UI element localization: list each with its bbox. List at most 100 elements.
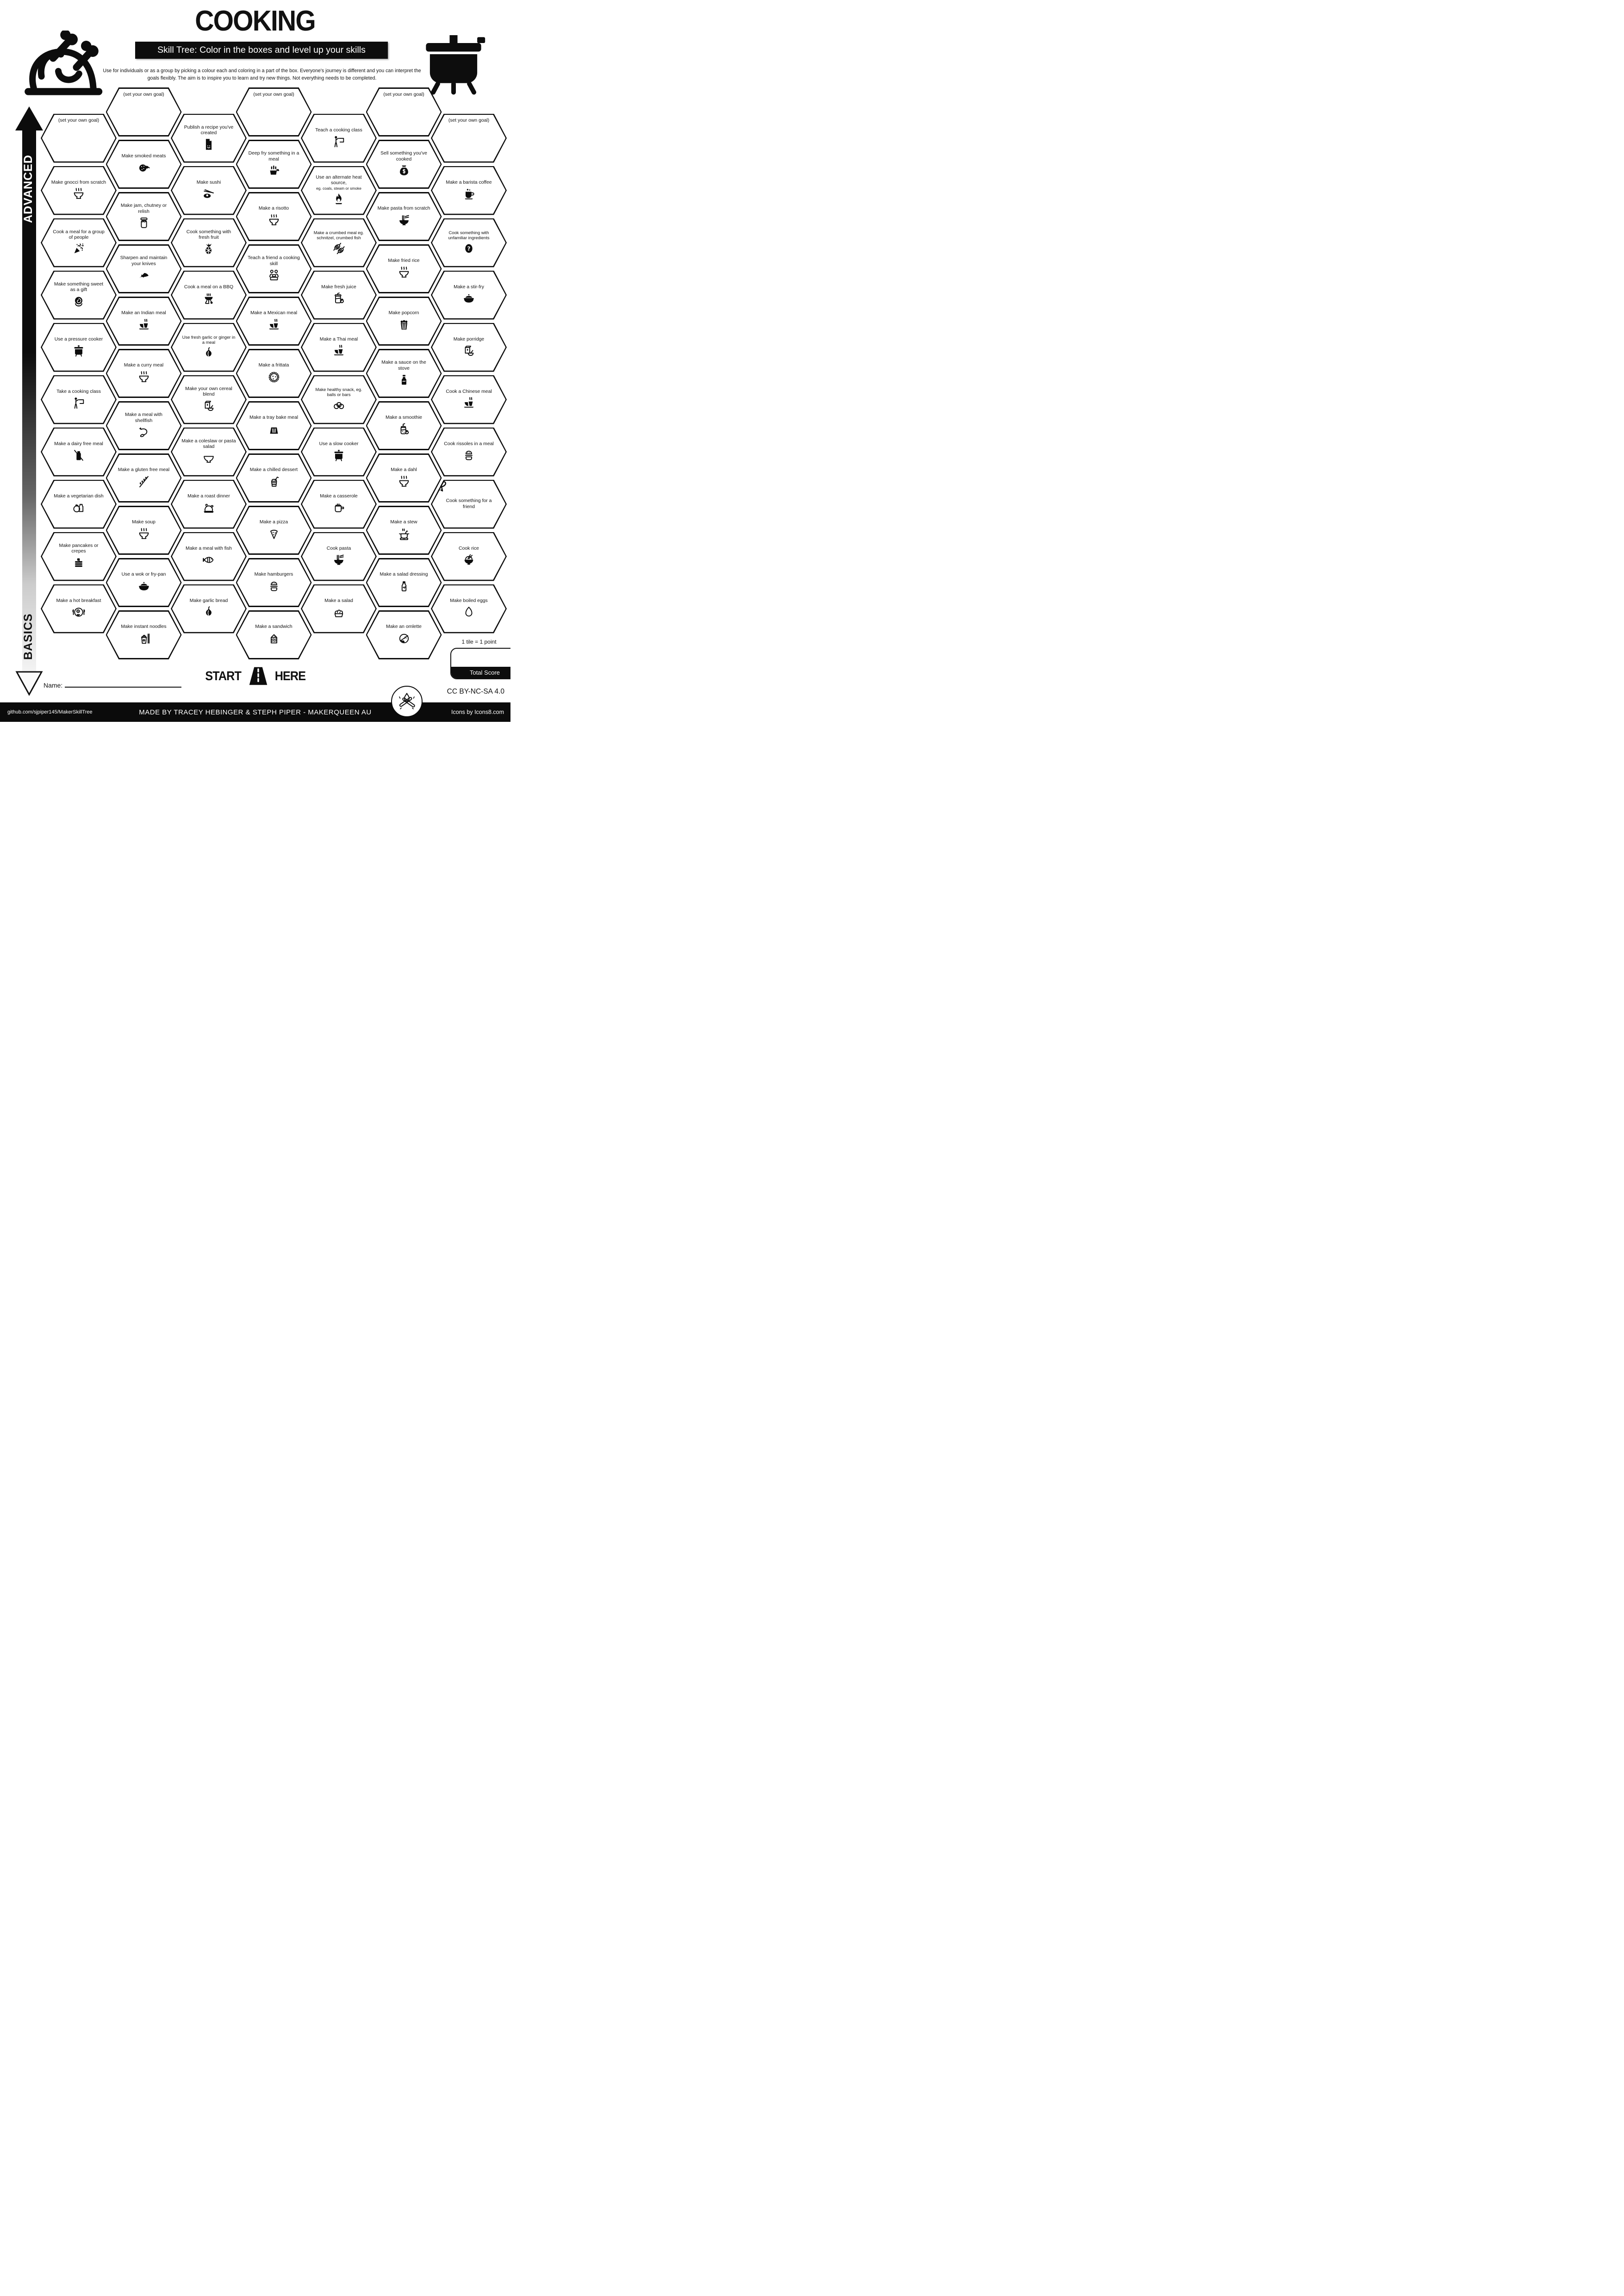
skill-tile[interactable]: Make an omlette [366, 610, 442, 659]
skill-tile[interactable]: Publish a recipe you've created [171, 113, 247, 163]
skill-tile[interactable]: Make a pizza [236, 506, 312, 555]
skill-tile-face: Sell something you've cooked [367, 141, 441, 188]
skill-tile-face: Make a curry meal [107, 350, 180, 397]
skill-tile-goal[interactable]: (set your own goal) [366, 87, 442, 137]
skill-tile-goal[interactable]: (set your own goal) [236, 87, 312, 137]
skill-tile[interactable]: Make something sweet as a gift [41, 270, 117, 320]
name-input-line[interactable] [65, 681, 182, 688]
skill-tile[interactable]: Make a frittata [236, 349, 312, 398]
skill-tile[interactable]: Make porridge [431, 323, 507, 372]
skill-tile-label: Cook something with fresh fruit [186, 229, 231, 240]
skill-tile[interactable]: Make a roast dinner [171, 479, 247, 529]
skill-tile-goal[interactable]: (set your own goal) [41, 113, 117, 163]
skill-tile-goal[interactable]: (set your own goal) [431, 113, 507, 163]
skill-tile[interactable]: Make jam, chutney or relish [106, 192, 182, 241]
skill-tile-face: Make porridge [432, 324, 506, 371]
skill-tile[interactable]: Make a Mexican meal [236, 297, 312, 346]
skill-tile[interactable]: Make a stew [366, 506, 442, 555]
skill-tile-label: Cook rice [459, 546, 479, 551]
skill-tile[interactable]: Use a slow cooker [301, 427, 377, 477]
skill-tile-face: Make a barista coffee [432, 167, 506, 214]
skill-tile[interactable]: Make a meal with fish [171, 532, 247, 581]
skill-tile[interactable]: Make a curry meal [106, 349, 182, 398]
skill-tile[interactable]: Make a coleslaw or pasta salad [171, 427, 247, 477]
salad-bowl-icon [334, 609, 343, 617]
skill-tile[interactable]: Make healthy snack, eg. balls or bars [301, 375, 377, 424]
skill-tile[interactable]: Make garlic bread [171, 584, 247, 633]
skill-tile-label: Make a casserole [320, 493, 358, 499]
skill-tile[interactable]: Use an alternate heat source, eg. coals, … [301, 166, 377, 215]
skill-tile[interactable]: Make a sandwich [236, 610, 312, 659]
skill-tile-face: Cook a meal for a group of people [42, 219, 116, 266]
skill-tile[interactable]: Make a stir-fry [431, 270, 507, 320]
skill-tile[interactable]: Use a wok or fry-pan [106, 558, 182, 607]
skill-tile-label: Make a gluten free meal [118, 467, 170, 473]
skill-tile[interactable]: Make an Indian meal [106, 297, 182, 346]
skill-tile[interactable]: Cook rice [431, 532, 507, 581]
skill-tile-label: (set your own goal) [253, 92, 294, 97]
skill-tile[interactable]: Take a cooking class [41, 375, 117, 424]
skill-tile[interactable]: Make fresh juice [301, 270, 377, 320]
dessert-cup-icon [271, 476, 279, 487]
skill-tile[interactable]: Make a vegetarian dish [41, 479, 117, 529]
skill-tile[interactable]: Make a casserole [301, 479, 377, 529]
skill-tile-face: Make something sweet as a gift [42, 272, 116, 318]
skill-tile[interactable]: Sharpen and maintain your knives [106, 244, 182, 293]
skill-tile[interactable]: Make pancakes or crepes [41, 532, 117, 581]
skill-tile-label: Make a smoothie [385, 415, 423, 421]
skill-tile[interactable]: Cook rissoles in a meal [431, 427, 507, 477]
skill-tile[interactable]: Make a smoothie [366, 401, 442, 450]
skill-tile[interactable]: Cook a meal on a BBQ [171, 270, 247, 320]
skill-tile[interactable]: Make a dahl [366, 453, 442, 503]
skill-tile[interactable]: Make a sauce on the stove [366, 349, 442, 398]
skill-tile-face: Make fried rice [367, 245, 441, 292]
skill-tile[interactable]: Sell something you've cooked [366, 140, 442, 189]
skill-tile[interactable]: Make a risotto [236, 192, 312, 241]
skill-tile-goal[interactable]: (set your own goal) [106, 87, 182, 137]
total-score-box[interactable]: Total Score [450, 648, 510, 679]
skill-tile[interactable]: Make soup [106, 506, 182, 555]
popcorn-icon [400, 320, 407, 329]
skill-tile[interactable]: Make fried rice [366, 244, 442, 293]
skill-tile[interactable]: Make a gluten free meal [106, 453, 182, 503]
skill-tile[interactable]: Make your own cereal blend [171, 375, 247, 424]
skill-tile[interactable]: Use a pressure cooker [41, 323, 117, 372]
document-icon [205, 139, 212, 150]
jar-icon [140, 217, 147, 228]
skill-tile[interactable]: Deep fry something in a meal [236, 140, 312, 189]
skill-tile[interactable]: Make a hot breakfast [41, 584, 117, 633]
skill-tile[interactable]: Make a dairy free meal [41, 427, 117, 477]
skill-tile[interactable]: Cook pasta [301, 532, 377, 581]
total-score-label: Total Score [451, 667, 510, 678]
skill-tile[interactable]: Make a crumbed meal eg. schnitzel, crumb… [301, 218, 377, 267]
skill-tile[interactable]: Make a barista coffee [431, 166, 507, 215]
skill-tile[interactable]: Teach a friend a cooking skill [236, 244, 312, 293]
skill-tile-label: Make a curry meal [124, 363, 164, 368]
skill-tile[interactable]: Make boiled eggs [431, 584, 507, 633]
skill-tile[interactable]: Make a salad dressing [366, 558, 442, 607]
skill-tile[interactable]: Make a tray bake meal [236, 401, 312, 450]
skill-tile[interactable]: Make hamburgers [236, 558, 312, 607]
skill-tile[interactable]: Cook something with unfamiliar ingredien… [431, 218, 507, 267]
skill-tile[interactable]: Teach a cooking class [301, 113, 377, 163]
skill-tile[interactable]: Cook something for a friend [431, 479, 507, 529]
pancakes-icon [75, 558, 82, 567]
skill-tile[interactable]: Cook a meal for a group of people [41, 218, 117, 267]
skill-tile[interactable]: Make a chilled dessert [236, 453, 312, 503]
skill-tile[interactable]: Make instant noodles [106, 610, 182, 659]
skill-tile[interactable]: Make pasta from scratch [366, 192, 442, 241]
skill-tile[interactable]: Make a meal with shellfish [106, 401, 182, 450]
skill-tile[interactable]: Make a salad [301, 584, 377, 633]
skill-tile-label: Sell something you've cooked [380, 151, 427, 162]
skill-tile[interactable]: Use fresh garlic or ginger in a meal [171, 323, 247, 372]
skill-tile-face: Make healthy snack, eg. balls or bars [302, 376, 376, 423]
skill-tile[interactable]: Cook a Chinese meal [431, 375, 507, 424]
skill-tile[interactable]: Make popcorn [366, 297, 442, 346]
skill-tile[interactable]: Make gnocci from scratch [41, 166, 117, 215]
skill-tile[interactable]: Cook something with fresh fruit [171, 218, 247, 267]
skill-tile[interactable]: Make a Thai meal [301, 323, 377, 372]
skill-tile-label: Cook rissoles in a meal [444, 441, 494, 447]
skill-tile[interactable]: Make smoked meats [106, 140, 182, 189]
skill-tile[interactable]: Make sushi [171, 166, 247, 215]
skill-tile-face: Make a meal with shellfish [107, 402, 180, 449]
